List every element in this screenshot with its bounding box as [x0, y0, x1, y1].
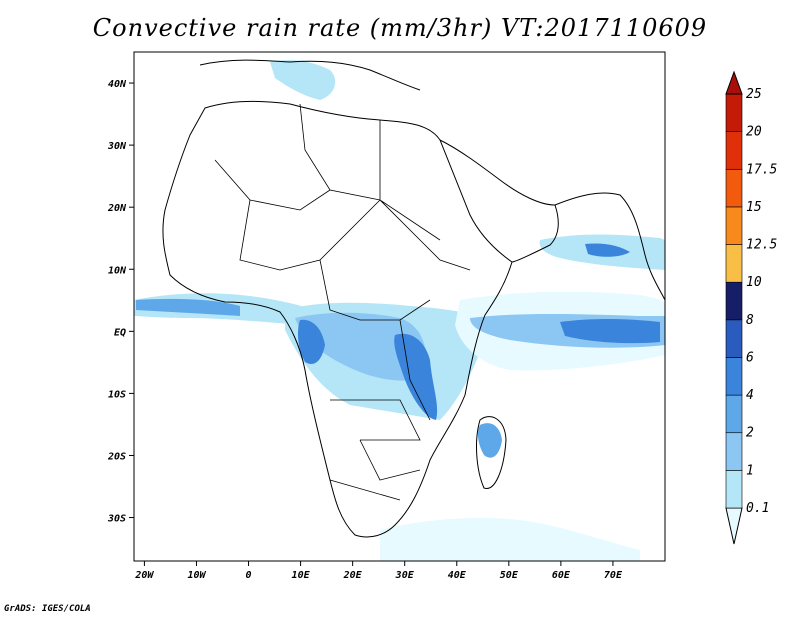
- colorbar-level-label: 10: [746, 275, 762, 290]
- rain-field-mediterranean: [270, 60, 336, 100]
- colorbar-bin: [725, 319, 743, 358]
- map-frame: [133, 51, 666, 562]
- lon-tick-label: 10W: [187, 570, 206, 581]
- colorbar-level-label: 8: [746, 313, 754, 328]
- colorbar: 0.1 1 2 4 6 8 10 12.5 15 17.5 20 25: [725, 70, 777, 545]
- colorbar-level-label: 0.1: [746, 501, 769, 516]
- colorbar-bin: [725, 281, 743, 321]
- longitude-axis: 20W 10W 0 10E 20E 30E 40E 50E 60E 70E: [134, 561, 623, 581]
- lon-tick-label: 50E: [500, 570, 519, 581]
- lon-tick-label: 20E: [343, 570, 363, 581]
- grads-credit: GrADS: IGES/COLA: [4, 604, 91, 614]
- lat-tick-label: 40N: [108, 79, 127, 90]
- colorbar-bin: [725, 93, 743, 132]
- rain-fields: [134, 60, 665, 561]
- lon-tick-label: 40E: [448, 570, 467, 581]
- lat-tick-label: 20S: [107, 451, 126, 462]
- rain-field-gabon: [297, 319, 325, 365]
- lat-tick-label: 30N: [107, 141, 127, 152]
- madagascar-coastline: [476, 416, 507, 489]
- rain-field-south-ocean: [380, 518, 640, 561]
- colorbar-bin: [725, 470, 743, 509]
- lat-tick-label: 10N: [108, 265, 127, 276]
- colorbar-level-label: 20: [746, 125, 762, 140]
- latitude-axis: 40N 30N 20N 10N EQ 10S 20S 30S: [107, 79, 134, 525]
- rain-field-arabian-sea-core: [585, 243, 630, 257]
- lat-tick-label: EQ: [114, 327, 126, 338]
- colorbar-level-label: 4: [746, 388, 754, 403]
- colorbar-bin: [725, 244, 743, 283]
- colorbar-level-label: 15: [746, 200, 762, 215]
- colorbar-bin: [725, 168, 743, 208]
- colorbar-bin: [725, 206, 743, 245]
- colorbar-level-label: 12.5: [746, 238, 777, 253]
- colorbar-level-label: 17.5: [746, 162, 777, 177]
- lon-tick-label: 70E: [604, 570, 623, 581]
- colorbar-bin: [725, 131, 743, 170]
- lon-tick-label: 20W: [134, 570, 154, 581]
- colorbar-level-label: 25: [746, 87, 762, 102]
- colorbar-level-label: 6: [746, 350, 754, 365]
- lat-tick-label: 30S: [107, 514, 126, 525]
- lon-tick-label: 0: [246, 570, 252, 581]
- rain-field-madagascar: [477, 423, 502, 458]
- colorbar-bin: [725, 432, 743, 471]
- colorbar-bin: [725, 357, 743, 396]
- india-coastline: [554, 192, 666, 301]
- lon-tick-label: 60E: [552, 570, 571, 581]
- lon-tick-label: 30E: [395, 570, 415, 581]
- lat-tick-label: 20N: [107, 203, 127, 214]
- colorbar-level-label: 2: [746, 426, 754, 441]
- colorbar-upper-triangle: [725, 70, 743, 95]
- lat-tick-label: 10S: [108, 389, 126, 400]
- lon-tick-label: 10E: [292, 570, 311, 581]
- colorbar-lower-triangle: [725, 507, 743, 545]
- rain-field-indian-ocean-core: [560, 319, 660, 344]
- arabia-coastline: [439, 139, 559, 263]
- colorbar-level-label: 1: [746, 463, 754, 478]
- rain-field-lakes: [394, 333, 438, 420]
- colorbar-bin: [725, 394, 743, 434]
- europe-coastline: [199, 59, 421, 91]
- rain-field-congo-core: [295, 312, 427, 381]
- africa-coastline: [162, 100, 513, 538]
- rain-field-west-africa-core: [136, 298, 240, 316]
- country-borders: [214, 103, 471, 501]
- map-title: Convective rain rate (mm/3hr) VT:2017110…: [92, 14, 708, 42]
